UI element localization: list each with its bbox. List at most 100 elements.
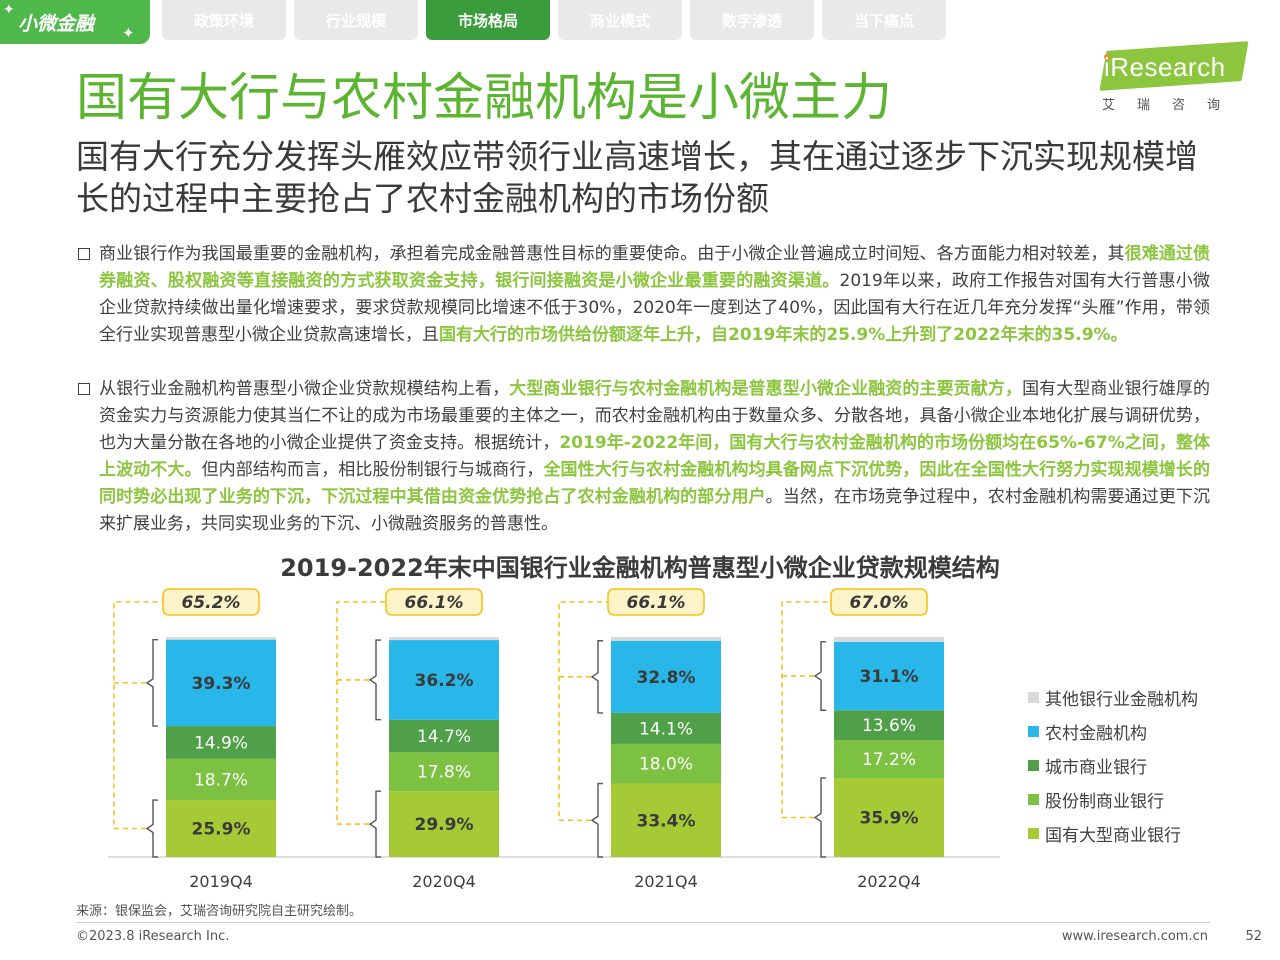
body-text: 。当然，在市场竞争过程中，农村金融机构需要通过更下沉来扩展业务，共同实现业务的下… [99, 487, 1210, 534]
legend-item: 其他银行业金融机构 [1028, 680, 1198, 714]
nav-tab-1[interactable]: 政策环境 [162, 0, 286, 40]
combined-share-label: 65.2% [182, 593, 241, 613]
bar-segment [389, 640, 499, 720]
legend-item: 农村金融机构 [1028, 714, 1198, 748]
bar-segment [611, 783, 721, 857]
body-text: 但内部结构而言，相比股份制银行与城商行， [201, 460, 544, 480]
data-label: 35.9% [860, 809, 919, 829]
bar-segment [834, 710, 944, 741]
nav-tab-4[interactable]: 商业模式 [558, 0, 682, 40]
legend-swatch [1028, 725, 1039, 737]
chart-legend: 其他银行业金融机构 农村金融机构 城市商业银行 股份制商业银行 国有大型商业银行 [1028, 680, 1198, 850]
paragraph-text: 商业银行作为我国最重要的金融机构，承担着完成金融普惠性目标的重要使命。由于小微企… [99, 241, 1210, 349]
brace-rural [590, 640, 603, 714]
iresearch-logo: iResearch 艾瑞咨询 [1098, 41, 1249, 114]
data-label: 18.0% [639, 755, 693, 775]
legend-swatch [1028, 691, 1039, 703]
legend-label: 农村金融机构 [1045, 723, 1147, 744]
data-label: 36.2% [415, 671, 474, 691]
nav-tab-2[interactable]: 行业规模 [294, 0, 418, 40]
legend-label: 股份制商业银行 [1045, 791, 1164, 812]
data-label: 39.3% [192, 674, 251, 694]
bar-segment [389, 752, 499, 792]
paragraph-text: 从银行业金融机构普惠型小微企业贷款规模结构上看，大型商业银行与农村金融机构是普惠… [99, 376, 1210, 538]
footer-divider [76, 922, 1210, 923]
x-tick-label: 2021Q4 [634, 872, 698, 891]
highlighted-text: 大型商业银行与农村金融机构是普惠型小微企业融资的主要贡献方， [509, 379, 1023, 399]
highlighted-text: 很难通过债券融资、股权融资等直接融资的方式获取资金支持，银行间接融资是小微企业最… [99, 244, 1210, 291]
x-tick-label: 2020Q4 [412, 872, 476, 891]
legend-label: 其他银行业金融机构 [1045, 689, 1198, 710]
sparkle-icon: ✦ [122, 24, 135, 42]
square-bullet-icon [78, 248, 90, 260]
brace-state-owned [813, 777, 826, 858]
legend-swatch [1028, 793, 1039, 805]
nav-tab-6[interactable]: 当下痛点 [822, 0, 946, 40]
brace-state-owned [590, 782, 603, 858]
copyright: ©2023.8 iResearch Inc. [76, 929, 230, 944]
callout-connector [558, 601, 608, 822]
paragraph-2: 从银行业金融机构普惠型小微企业贷款规模结构上看，大型商业银行与农村金融机构是普惠… [76, 376, 1210, 538]
combined-share-callout [830, 588, 928, 616]
bar-segment [166, 726, 276, 759]
bar-segment [166, 758, 276, 801]
callout-connector [113, 601, 163, 830]
data-label: 14.7% [417, 727, 471, 747]
data-label: 14.9% [194, 733, 248, 753]
section-tag-label: 小微金融 [18, 12, 95, 35]
legend-item: 国有大型商业银行 [1028, 816, 1198, 850]
data-label: 14.1% [639, 719, 693, 739]
data-label: 17.8% [417, 763, 471, 783]
website-link[interactable]: www.iresearch.com.cn [1061, 929, 1208, 944]
data-label: 29.9% [415, 815, 474, 835]
data-label: 13.6% [862, 716, 916, 736]
legend-label: 国有大型商业银行 [1045, 825, 1181, 846]
logo-dot [1104, 54, 1110, 60]
data-label: 31.1% [860, 667, 919, 687]
sparkle-icon: ✦ [3, 2, 15, 18]
data-label: 33.4% [637, 811, 696, 831]
combined-share-callout [607, 588, 705, 616]
bar-segment [834, 740, 944, 779]
brace-state-owned [145, 799, 158, 858]
logo-text: iResearch [1104, 52, 1226, 82]
combined-share-callout [162, 588, 260, 616]
bar-segment [834, 637, 944, 642]
x-tick-label: 2019Q4 [189, 872, 253, 891]
source-note: 来源：银保监会，艾瑞咨询研究院自主研究绘制。 [76, 904, 363, 919]
legend-label: 城市商业银行 [1045, 757, 1147, 778]
brace-state-owned [368, 790, 381, 858]
highlighted-text: 国有大行的市场供给份额逐年上升，自2019年末的25.9%上升到了2022年末的… [439, 325, 1128, 345]
page-title: 国有大行与农村金融机构是小微主力 [76, 69, 893, 128]
callout-connector [781, 601, 831, 819]
paragraph-1: 商业银行作为我国最重要的金融机构，承担着完成金融普惠性目标的重要使命。由于小微企… [76, 241, 1210, 349]
bar-segment [834, 641, 944, 711]
bar-segment [389, 637, 499, 641]
legend-item: 股份制商业银行 [1028, 782, 1198, 816]
brace-rural [368, 639, 381, 721]
combined-share-label: 66.1% [627, 593, 686, 613]
bar-segment [389, 719, 499, 753]
legend-swatch [1028, 759, 1039, 771]
body-text: 2019年以来，政府工作报告对国有大行普惠小微企业贷款持续做出量化增速要求，要求… [99, 271, 1211, 345]
brace-rural [813, 641, 826, 711]
page-number: 52 [1245, 929, 1262, 944]
body-text: 从银行业金融机构普惠型小微企业贷款规模结构上看， [99, 379, 510, 399]
nav-tab-3[interactable]: 市场格局 [426, 0, 550, 40]
data-label: 18.7% [194, 770, 248, 790]
bar-segment [611, 637, 721, 641]
stacked-bar-chart: 25.9% 18.7% 14.9% 39.3% 2019Q4 65.2% 29.9% 17.8… [108, 588, 1000, 891]
top-nav: 政策环境 行业规模 市场格局 商业模式 数字渗透 当下痛点 [162, 0, 946, 40]
highlighted-text: 全国性大行与农村金融机构均具备网点下沉优势，因此在全国性大行努力实现规模增长的同… [99, 460, 1210, 507]
bar-segment [611, 640, 721, 713]
legend-swatch [1028, 827, 1039, 839]
data-label: 32.8% [637, 668, 696, 688]
data-label: 17.2% [862, 750, 916, 770]
bar-segment [166, 800, 276, 857]
nav-tab-5[interactable]: 数字渗透 [690, 0, 814, 40]
bar-segment [166, 637, 276, 640]
bar-segment [834, 778, 944, 857]
chart-title: 2019-2022年末中国银行业金融机构普惠型小微企业贷款规模结构 [280, 554, 1000, 582]
x-tick-label: 2022Q4 [857, 872, 921, 891]
highlighted-text: 2019年-2022年间，国有大行与农村金融机构的市场份额均在65%-67%之间… [99, 433, 1210, 480]
